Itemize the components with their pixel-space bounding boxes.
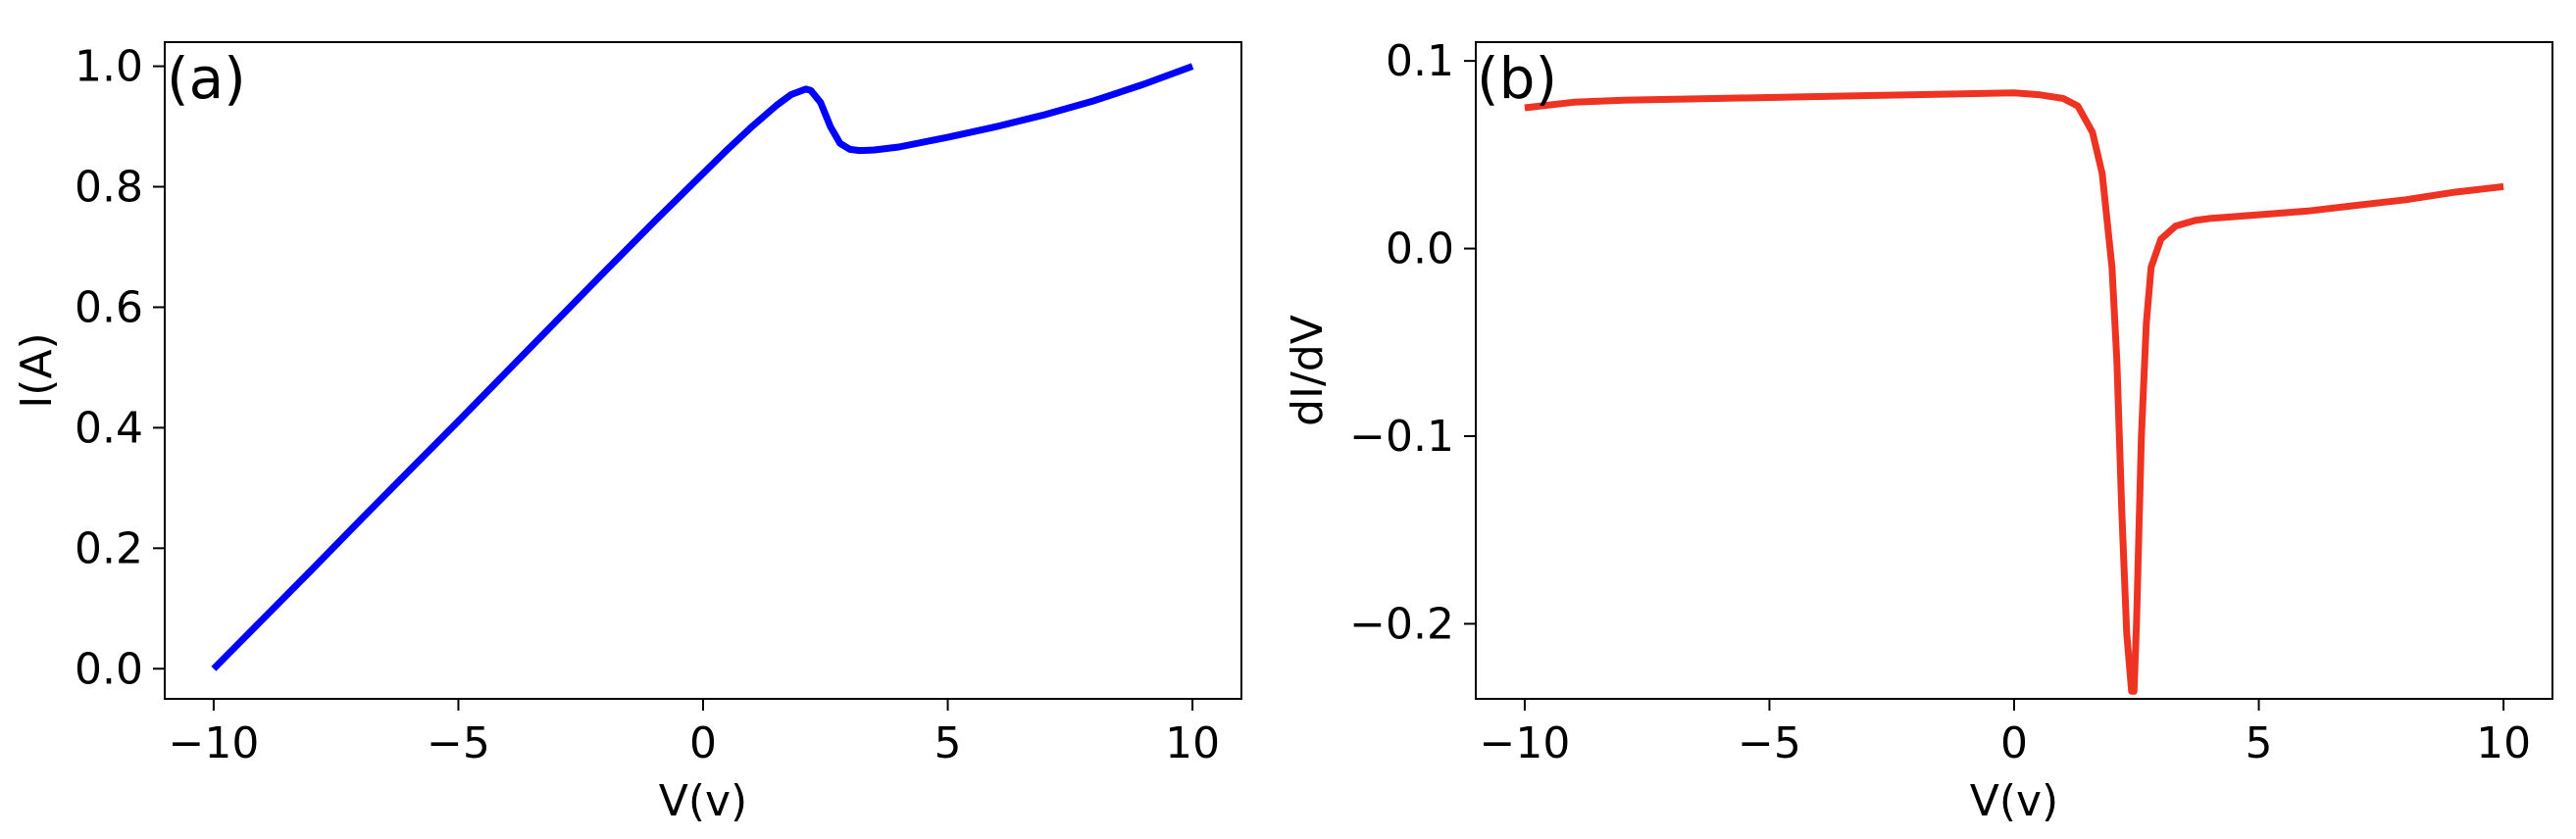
panel-a-y-tick-label: 0.8 <box>75 163 143 213</box>
panel-b-y-tick-label: 0.0 <box>1386 224 1454 274</box>
panel-a-label: (a) <box>167 45 246 112</box>
panel-a-y-tick-label: 1.0 <box>75 42 143 92</box>
panel-a-y-tick-label: 0.0 <box>75 644 143 694</box>
panel-a-x-tick-label: 10 <box>1165 718 1220 768</box>
panel-a-x-tick-label: −10 <box>168 718 259 768</box>
panel-b-x-tick-label: 10 <box>2476 718 2531 768</box>
panel-b-series-line <box>1524 89 2504 695</box>
panel-b-chart: −10 −5 0 5 10 −0.2 −0.1 0.0 0.1 (b) V(v) dI/dV <box>1283 36 2553 826</box>
panel-b-x-tick-label: −5 <box>1738 718 1801 768</box>
panel-a-series-line <box>211 63 1194 671</box>
panel-a-x-axis-label: V(v) <box>659 776 747 826</box>
panel-a-x-tick-label: 5 <box>934 718 962 768</box>
panel-a-y-tick-label: 0.6 <box>75 282 143 332</box>
panel-a-y-tick-label: 0.2 <box>75 523 143 573</box>
panel-a-y-axis-label: I(A) <box>12 332 62 408</box>
panel-b-y-tick-label: −0.2 <box>1349 599 1454 649</box>
panel-a-y-tick-label: 0.4 <box>75 403 143 453</box>
panel-a-plot-frame <box>164 41 1242 700</box>
panel-b-label: (b) <box>1477 45 1557 112</box>
panel-b-x-tick-label: −10 <box>1479 718 1570 768</box>
panel-a-chart: −10 −5 0 5 10 0.0 0.2 0.4 0.6 0.8 1.0 (a) V(v) I(A… <box>12 41 1242 826</box>
panel-a-axes: −10 −5 0 5 10 0.0 0.2 0.4 0.6 0.8 1.0 <box>75 42 1220 768</box>
panel-b-x-axis-label: V(v) <box>1970 776 2058 826</box>
panel-b-plot-frame <box>1475 41 2553 700</box>
panel-b-axes: −10 −5 0 5 10 −0.2 −0.1 0.0 0.1 <box>1349 36 2531 768</box>
panel-b-y-tick-label: −0.1 <box>1349 412 1454 462</box>
panel-b-y-axis-label: dI/dV <box>1283 315 1333 426</box>
panel-b-x-tick-label: 0 <box>2000 718 2028 768</box>
panel-b-y-tick-label: 0.1 <box>1386 36 1454 86</box>
panel-b-x-tick-label: 5 <box>2246 718 2273 768</box>
panel-a-x-tick-label: 0 <box>689 718 717 768</box>
panel-a-x-tick-label: −5 <box>427 718 490 768</box>
